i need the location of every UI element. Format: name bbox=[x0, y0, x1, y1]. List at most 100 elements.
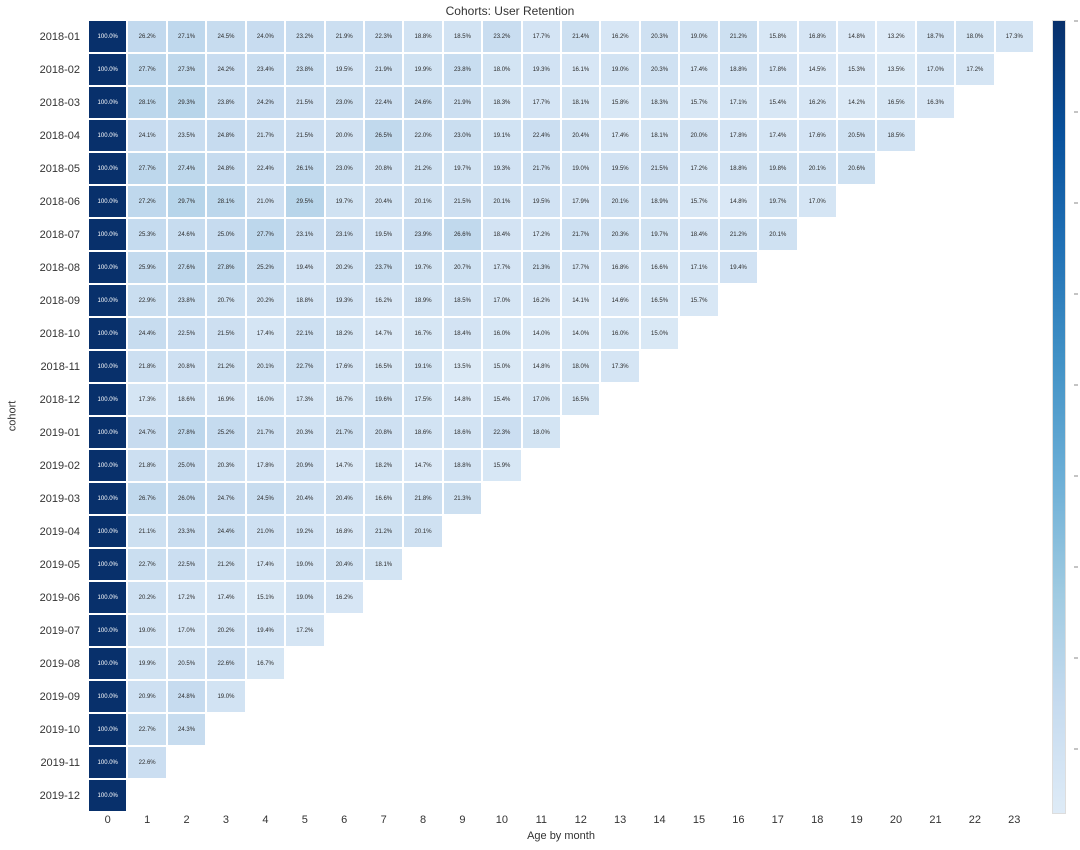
heatmap-cell: 20.5% bbox=[167, 647, 206, 680]
heatmap-cell bbox=[916, 383, 955, 416]
heatmap-cell bbox=[837, 647, 876, 680]
heatmap-cell bbox=[719, 317, 758, 350]
heatmap-cell: 23.8% bbox=[206, 86, 245, 119]
heatmap-cell: 17.3% bbox=[600, 350, 639, 383]
heatmap-cell: 18.4% bbox=[679, 218, 718, 251]
heatmap-cell: 20.8% bbox=[364, 416, 403, 449]
heatmap-cell bbox=[600, 614, 639, 647]
heatmap-cell bbox=[798, 647, 837, 680]
heatmap-cell bbox=[837, 713, 876, 746]
heatmap-cell bbox=[758, 416, 797, 449]
heatmap-cell bbox=[206, 746, 245, 779]
heatmap-cell: 26.6% bbox=[443, 218, 482, 251]
heatmap-cell bbox=[561, 482, 600, 515]
heatmap-cell: 18.8% bbox=[719, 152, 758, 185]
y-tick-label: 2019-11 bbox=[0, 757, 80, 769]
heatmap-cell: 13.2% bbox=[876, 20, 915, 53]
heatmap-cell: 27.6% bbox=[167, 251, 206, 284]
colorbar-ticks: 1.00.90.80.70.60.50.40.30.2 bbox=[1068, 20, 1078, 812]
heatmap-cell bbox=[995, 548, 1034, 581]
heatmap-cell: 18.1% bbox=[640, 119, 679, 152]
heatmap-cell bbox=[955, 515, 994, 548]
heatmap-cell bbox=[758, 680, 797, 713]
heatmap-cell: 22.7% bbox=[285, 350, 324, 383]
heatmap-cell: 18.1% bbox=[561, 86, 600, 119]
x-tick-label: 7 bbox=[381, 814, 387, 826]
heatmap-cell: 19.4% bbox=[719, 251, 758, 284]
heatmap-cell bbox=[522, 581, 561, 614]
x-tick-label: 10 bbox=[496, 814, 508, 826]
heatmap-cell bbox=[876, 515, 915, 548]
heatmap-cell bbox=[679, 515, 718, 548]
heatmap-cell: 13.5% bbox=[443, 350, 482, 383]
heatmap-cell bbox=[679, 779, 718, 812]
heatmap-cell: 15.8% bbox=[600, 86, 639, 119]
x-tick-label: 19 bbox=[851, 814, 863, 826]
heatmap-cell bbox=[561, 581, 600, 614]
heatmap-cell bbox=[876, 251, 915, 284]
heatmap-cell bbox=[600, 680, 639, 713]
heatmap-cell: 22.4% bbox=[246, 152, 285, 185]
x-tick-label: 1 bbox=[144, 814, 150, 826]
x-tick-label: 4 bbox=[262, 814, 268, 826]
heatmap-cell: 18.3% bbox=[640, 86, 679, 119]
heatmap-cell bbox=[955, 152, 994, 185]
heatmap-cell: 15.0% bbox=[482, 350, 521, 383]
heatmap-cell: 21.9% bbox=[325, 20, 364, 53]
heatmap-cell: 22.6% bbox=[127, 746, 166, 779]
heatmap-cell bbox=[600, 449, 639, 482]
x-tick-label: 11 bbox=[536, 814, 547, 826]
heatmap-cell: 22.4% bbox=[522, 119, 561, 152]
heatmap-cell bbox=[995, 746, 1034, 779]
heatmap-cell: 17.4% bbox=[246, 548, 285, 581]
heatmap-cell bbox=[403, 779, 442, 812]
heatmap-cell: 23.1% bbox=[285, 218, 324, 251]
heatmap-cell bbox=[876, 152, 915, 185]
heatmap-cell bbox=[719, 680, 758, 713]
heatmap-cell bbox=[758, 284, 797, 317]
heatmap-cell: 20.2% bbox=[206, 614, 245, 647]
heatmap-cell bbox=[995, 383, 1034, 416]
heatmap-cell: 100.0% bbox=[88, 449, 127, 482]
heatmap-cell bbox=[719, 647, 758, 680]
heatmap-cell: 24.5% bbox=[206, 20, 245, 53]
heatmap-cell: 21.5% bbox=[640, 152, 679, 185]
heatmap-cell: 17.3% bbox=[995, 20, 1034, 53]
heatmap-cell bbox=[955, 416, 994, 449]
heatmap-cell: 17.7% bbox=[522, 20, 561, 53]
heatmap-cell: 17.1% bbox=[719, 86, 758, 119]
heatmap-cell: 26.0% bbox=[167, 482, 206, 515]
heatmap-cell: 28.1% bbox=[206, 185, 245, 218]
heatmap-cell: 14.8% bbox=[443, 383, 482, 416]
heatmap-cell bbox=[679, 680, 718, 713]
heatmap-cell: 18.4% bbox=[482, 218, 521, 251]
heatmap-cell: 17.0% bbox=[798, 185, 837, 218]
heatmap-cell: 20.0% bbox=[679, 119, 718, 152]
heatmap-cell bbox=[522, 779, 561, 812]
heatmap-cell bbox=[798, 515, 837, 548]
heatmap-cell: 16.8% bbox=[600, 251, 639, 284]
y-tick-label: 2018-09 bbox=[0, 295, 80, 307]
heatmap-cell: 16.2% bbox=[325, 581, 364, 614]
heatmap-cell bbox=[600, 548, 639, 581]
heatmap-cell bbox=[995, 317, 1034, 350]
heatmap-cell bbox=[600, 383, 639, 416]
heatmap-cell bbox=[482, 713, 521, 746]
heatmap-cell bbox=[364, 614, 403, 647]
heatmap-cell: 16.0% bbox=[482, 317, 521, 350]
heatmap-cell: 18.8% bbox=[719, 53, 758, 86]
heatmap-cell: 100.0% bbox=[88, 185, 127, 218]
heatmap-cell bbox=[916, 647, 955, 680]
heatmap-cell: 15.3% bbox=[837, 53, 876, 86]
heatmap-cell bbox=[482, 746, 521, 779]
heatmap-cell: 17.0% bbox=[916, 53, 955, 86]
heatmap-cell bbox=[916, 185, 955, 218]
x-tick-label: 5 bbox=[302, 814, 308, 826]
heatmap-cell bbox=[995, 86, 1034, 119]
heatmap-cell: 26.1% bbox=[285, 152, 324, 185]
heatmap-cell: 29.3% bbox=[167, 86, 206, 119]
heatmap-cell bbox=[837, 416, 876, 449]
heatmap-cell: 20.3% bbox=[600, 218, 639, 251]
heatmap-cell: 19.9% bbox=[127, 647, 166, 680]
heatmap-cell: 20.0% bbox=[325, 119, 364, 152]
